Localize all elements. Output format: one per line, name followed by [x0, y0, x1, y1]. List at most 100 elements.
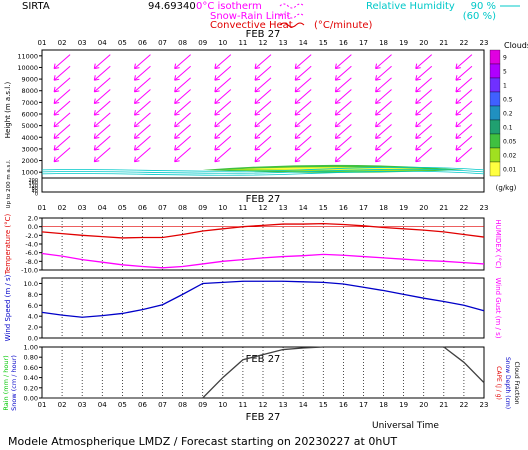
wind-arrow — [294, 112, 312, 128]
wind-arrow-head — [334, 63, 341, 70]
station-name: SIRTA — [22, 1, 50, 12]
wind-arrow-head — [294, 75, 301, 81]
precip-panel-tick-label-0.00: 0.00 — [24, 395, 38, 403]
colorbar-swatch-0.01 — [489, 161, 501, 177]
bottom-hour-label-07: 07 — [158, 401, 167, 409]
wind-arrow — [254, 89, 272, 104]
wind-arrow — [335, 100, 352, 116]
wind-arrow — [214, 65, 232, 81]
wind-arrow — [53, 89, 71, 104]
wind-arrow — [294, 124, 312, 139]
height-tick-label-9000: 9000 — [21, 76, 38, 84]
wind-arrow — [134, 124, 151, 139]
wind-arrow — [93, 89, 111, 104]
wind-arrow-head — [254, 98, 261, 105]
height-tick-label-8000: 8000 — [21, 87, 38, 95]
wind-arrow — [254, 135, 272, 151]
wind-arrow — [294, 100, 312, 116]
wind-arrow-head — [415, 86, 421, 93]
wind-arrow — [174, 77, 191, 93]
wind-panel-tick-label-6.0: 6.0 — [28, 302, 38, 310]
height-tick-label-6000: 6000 — [21, 111, 38, 119]
wind-arrow — [254, 112, 272, 128]
wind-arrow — [455, 147, 473, 163]
bottom-hour-label-23: 23 — [480, 401, 489, 409]
wind-arrow-head — [93, 144, 100, 151]
bottom-hour-label-22: 22 — [459, 401, 468, 409]
wind-arrow — [53, 65, 71, 81]
bottom-hour-label-01: 01 — [38, 401, 47, 409]
wind-arrow — [53, 112, 71, 128]
top-hour-label-21: 21 — [439, 39, 448, 47]
wind-arrow-head — [254, 144, 261, 151]
wind-arrow — [53, 54, 71, 70]
wind-arrow — [134, 54, 151, 70]
bottom-hour-label-12: 12 — [259, 401, 268, 409]
wind-arrow — [335, 135, 352, 151]
wind-arrow-head — [375, 156, 381, 163]
wind-arrow-head — [375, 86, 381, 93]
mid-hour-label-21: 21 — [439, 204, 448, 212]
wind-arrow — [93, 147, 111, 163]
mid-hour-label-18: 18 — [379, 204, 388, 212]
wind-arrow-head — [415, 133, 421, 139]
wind-arrow-head — [53, 63, 60, 70]
wind-arrow-head — [294, 98, 301, 105]
low-level-panel-frame — [41, 177, 485, 193]
colorbar-title: Clouds — [504, 41, 528, 50]
top-hour-label-01: 01 — [38, 39, 47, 47]
wind-arrow — [415, 65, 433, 81]
wind-arrow — [93, 124, 111, 139]
bottom-hour-label-04: 04 — [98, 401, 107, 409]
wind-arrow-head — [93, 110, 100, 116]
top-hour-label-15: 15 — [319, 39, 328, 47]
top-hour-label-18: 18 — [379, 39, 388, 47]
mid-hour-label-09: 09 — [198, 204, 207, 212]
wind-arrow-head — [334, 144, 341, 151]
top-hour-label-06: 06 — [138, 39, 147, 47]
colorbar-swatch-0.05 — [489, 133, 501, 149]
wind-arrow — [375, 112, 392, 128]
mid-hour-label-12: 12 — [259, 204, 268, 212]
temperature-panel-series-1 — [41, 252, 485, 269]
bottom-hour-label-03: 03 — [78, 401, 87, 409]
top-hour-label-14: 14 — [299, 39, 308, 47]
wind-arrow — [93, 135, 111, 151]
marks-layer — [41, 49, 501, 399]
low-tick-label-80: 80 — [32, 186, 38, 192]
wind-arrow — [455, 89, 473, 104]
wind-arrow-head — [174, 63, 180, 70]
wind-arrow — [455, 65, 473, 81]
wind-arrow-head — [375, 133, 381, 139]
wind-arrow-head — [133, 98, 140, 105]
top-hour-label-16: 16 — [339, 39, 348, 47]
wind-arrow — [134, 112, 151, 128]
legend-convective-unit: (°C/minute) — [314, 20, 373, 31]
wind-arrow-head — [294, 133, 301, 139]
wind-arrow-head — [53, 86, 60, 93]
wind-arrow-head — [334, 110, 341, 116]
wind-arrow-head — [294, 144, 301, 151]
wind-arrow — [254, 147, 272, 163]
low-tick-label-160: 160 — [28, 181, 38, 187]
mid-hour-label-22: 22 — [459, 204, 468, 212]
wind-arrow — [53, 124, 71, 139]
bottom-hour-label-05: 05 — [118, 401, 127, 409]
bottom-hour-label-17: 17 — [359, 401, 368, 409]
wind-arrow-head — [174, 156, 180, 163]
colorbar-level-0.1: 0.1 — [503, 125, 513, 132]
wind-arrow — [455, 112, 473, 128]
humidity-contour-1 — [41, 168, 485, 174]
wind-arrow — [93, 65, 111, 81]
wind-arrow — [214, 77, 232, 93]
legend-convective-line-icon — [279, 22, 305, 28]
colorbar-level-0.01: 0.01 — [503, 167, 517, 174]
wind-arrow — [53, 100, 71, 116]
low-axis-label: Up to 200 m a.s.l. — [6, 159, 12, 208]
wind-arrow-head — [375, 110, 381, 116]
wind-arrow-head — [133, 121, 140, 128]
wind-arrow-head — [455, 98, 462, 105]
wind-arrow-head — [93, 86, 100, 93]
wind-arrow-head — [214, 144, 220, 151]
